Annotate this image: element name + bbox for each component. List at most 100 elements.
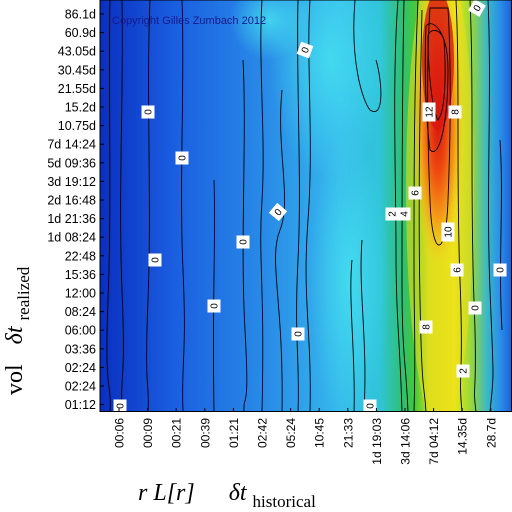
- contour-line: [499, 139, 503, 331]
- contour-label-box: [296, 41, 314, 59]
- svg-text:r L[r] δt historic: r L[r] δt historical: [138, 480, 316, 511]
- x-tick-label: 1d 19:03: [370, 418, 384, 465]
- contour-label: 0: [363, 399, 377, 412]
- y-label-symbol: δt: [2, 325, 28, 344]
- contour-label: 0: [291, 327, 305, 341]
- contour-label-text: 6: [453, 267, 464, 273]
- contour-line: [296, 0, 300, 412]
- contour-label: 0: [113, 399, 127, 412]
- contour-label-box: [441, 222, 455, 242]
- contour-label-box: [456, 364, 470, 378]
- contour-label-text: 0: [116, 403, 127, 409]
- contour-line: [418, 9, 427, 412]
- y-label-subscript: realized: [14, 266, 33, 320]
- contour-line: [275, 89, 286, 412]
- contour-label-box: [207, 299, 221, 313]
- contour-label-text: 8: [422, 324, 433, 330]
- contour-label: 6: [408, 186, 422, 200]
- contour-label-box: [493, 263, 507, 277]
- contour-line: [413, 0, 419, 412]
- y-tick-label: 22:48: [65, 249, 96, 263]
- x-tick-label: 05:24: [284, 418, 298, 448]
- contour-lines: [106, 0, 503, 412]
- contour-label-text: 10: [444, 226, 455, 238]
- contour-label-text: 0: [178, 155, 189, 161]
- contour-line: [146, 0, 151, 412]
- contour-line: [394, 0, 403, 412]
- contour-label-text: 0: [239, 239, 250, 245]
- x-tick-label: 3d 14:06: [399, 418, 413, 465]
- contour-label-box: [363, 399, 377, 412]
- y-tick-label: 30.45d: [58, 63, 96, 77]
- contour-line: [401, 0, 409, 412]
- y-tick-label: 02:24: [65, 361, 96, 375]
- contour-label-box: [397, 207, 411, 221]
- y-tick-label: 10.75d: [58, 119, 96, 133]
- contour-label-text: 0: [471, 305, 482, 311]
- contour-label-box: [175, 151, 189, 165]
- contour-label-box: [113, 399, 127, 412]
- svg-text:vol δt realized: vol δt realized: [2, 266, 33, 395]
- y-tick-label: 60.9d: [65, 26, 96, 40]
- x-tick-label: 10:45: [313, 418, 327, 448]
- x-tick-label: 14.35d: [456, 418, 470, 455]
- contour-label-text: 6: [411, 190, 422, 196]
- contour-label-text: 0: [294, 331, 305, 337]
- contour-label-box: [141, 105, 155, 119]
- contour-label: 10: [441, 222, 455, 242]
- contour-line: [427, 30, 446, 121]
- x-label-prefix: r L[r]: [138, 480, 195, 506]
- x-tick-label: 01:21: [227, 418, 241, 448]
- x-axis-label: r L[r] δt historical: [138, 480, 316, 511]
- contour-line: [353, 0, 382, 113]
- y-tick-label: 12:00: [65, 287, 96, 301]
- contour-label: 0: [148, 253, 162, 267]
- contour-label: 8: [419, 320, 433, 334]
- contour-label-text: 0: [151, 257, 162, 263]
- light-cyan-region-lower: [310, 130, 390, 412]
- y-tick-label: 15.2d: [65, 101, 96, 115]
- contour-label-text: 0: [273, 207, 285, 219]
- contour-line: [360, 239, 366, 412]
- contour-line: [181, 0, 185, 412]
- y-tick-label: 7d 14:24: [47, 138, 96, 152]
- contour-label: 4: [397, 207, 411, 221]
- contour-line: [350, 259, 355, 412]
- contour-label-text: 8: [451, 109, 462, 115]
- contour-label: 12: [422, 102, 436, 122]
- y-tick-label: 15:36: [65, 268, 96, 282]
- contour-line: [487, 0, 494, 412]
- y-tick-label: 02:24: [65, 380, 96, 394]
- contour-label-text: 2: [459, 368, 470, 374]
- contour-line: [455, 0, 463, 412]
- y-tick-label: 86.1d: [65, 8, 96, 22]
- contour-label: 0: [468, 0, 486, 17]
- contour-label-box: [450, 263, 464, 277]
- contour-label-text: 0: [144, 109, 155, 115]
- x-tick-label: 00:09: [141, 418, 155, 448]
- contour-label: 0: [268, 202, 288, 222]
- contour-label-box: [468, 0, 486, 17]
- x-axis: 00:06 00:09 00:21 00:39 01:21 02:42 05:24 10:45…: [113, 408, 498, 465]
- contour-label: 0: [468, 301, 482, 315]
- contour-label-box: [148, 253, 162, 267]
- x-tick-label: 7d 04:12: [427, 418, 441, 465]
- y-tick-label: 08:24: [65, 305, 96, 319]
- contour-label-text: 0: [300, 45, 312, 54]
- contour-label-box: [291, 327, 305, 341]
- contour-label: 2: [385, 207, 399, 221]
- y-tick-label: 1d 21:36: [47, 212, 96, 226]
- contour-label: 6: [450, 263, 464, 277]
- contour-label-text: 2: [388, 211, 399, 217]
- contour-line: [260, 0, 264, 412]
- contour-label-text: 4: [400, 211, 411, 217]
- y-axis-label: vol δt realized: [2, 266, 33, 395]
- contour-line: [305, 0, 311, 412]
- contour-label-text: 0: [210, 303, 221, 309]
- contour-label-box: [408, 186, 422, 200]
- y-tick-label: 5d 09:36: [47, 156, 96, 170]
- contour-line: [469, 0, 477, 412]
